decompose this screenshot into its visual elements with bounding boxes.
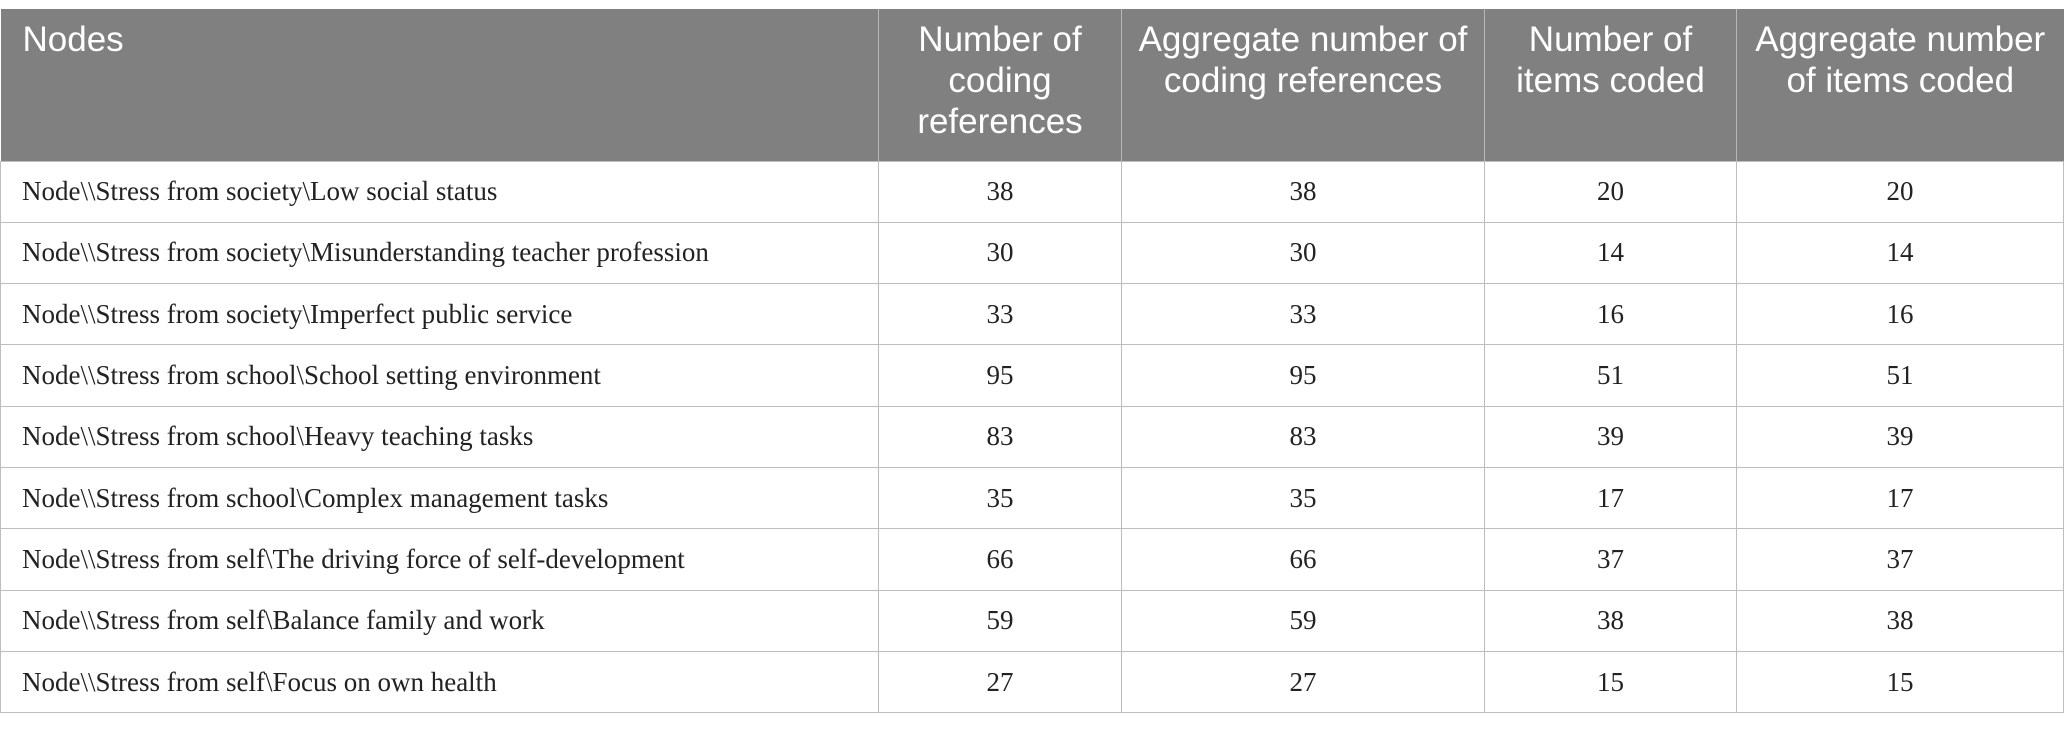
cell-items-coded: 17 — [1484, 466, 1737, 530]
cell-aggregate-coding-references: 33 — [1121, 283, 1485, 346]
cell-aggregate-coding-references: 59 — [1121, 589, 1485, 652]
table-row: Node\\Stress from self\Focus on own heal… — [0, 650, 2064, 714]
table-body: Node\\Stress from society\Low social sta… — [0, 160, 2064, 714]
cell-node: Node\\Stress from school\School setting … — [0, 344, 879, 407]
cell-coding-references: 59 — [878, 589, 1122, 652]
cell-aggregate-items-coded: 14 — [1736, 221, 2064, 285]
cell-items-coded: 15 — [1484, 650, 1737, 714]
cell-coding-references: 30 — [878, 221, 1122, 285]
data-table-container: Nodes Number of coding references Aggreg… — [0, 9, 2066, 714]
cell-aggregate-coding-references: 95 — [1121, 344, 1485, 407]
cell-aggregate-coding-references: 30 — [1121, 221, 1485, 285]
cell-coding-references: 38 — [878, 160, 1122, 223]
cell-coding-references: 33 — [878, 283, 1122, 346]
cell-coding-references: 83 — [878, 405, 1122, 468]
table-row: Node\\Stress from school\School setting … — [0, 344, 2064, 407]
header-row: Nodes Number of coding references Aggreg… — [0, 9, 2064, 161]
cell-node: Node\\Stress from school\Heavy teaching … — [0, 405, 879, 468]
cell-aggregate-items-coded: 16 — [1736, 283, 2064, 346]
cell-aggregate-items-coded: 37 — [1736, 528, 2064, 591]
cell-aggregate-items-coded: 39 — [1736, 405, 2064, 468]
table-row: Node\\Stress from society\Imperfect publ… — [0, 283, 2064, 346]
cell-items-coded: 39 — [1484, 405, 1737, 468]
cell-node: Node\\Stress from self\Focus on own heal… — [0, 650, 879, 714]
cell-aggregate-items-coded: 15 — [1736, 650, 2064, 714]
cell-coding-references: 95 — [878, 344, 1122, 407]
cell-aggregate-coding-references: 35 — [1121, 466, 1485, 530]
cell-items-coded: 51 — [1484, 344, 1737, 407]
cell-node: Node\\Stress from society\Low social sta… — [0, 160, 879, 223]
cell-coding-references: 66 — [878, 528, 1122, 591]
cell-items-coded: 14 — [1484, 221, 1737, 285]
cell-aggregate-items-coded: 20 — [1736, 160, 2064, 223]
header-number-of-coding-references: Number of coding references — [878, 9, 1122, 161]
cell-node: Node\\Stress from society\Misunderstandi… — [0, 221, 879, 285]
table-header: Nodes Number of coding references Aggreg… — [0, 9, 2064, 161]
header-nodes: Nodes — [0, 9, 879, 161]
cell-items-coded: 16 — [1484, 283, 1737, 346]
cell-node: Node\\Stress from society\Imperfect publ… — [0, 283, 879, 346]
table-row: Node\\Stress from society\Low social sta… — [0, 160, 2064, 223]
cell-aggregate-items-coded: 51 — [1736, 344, 2064, 407]
cell-node: Node\\Stress from school\Complex managem… — [0, 466, 879, 530]
cell-node: Node\\Stress from self\The driving force… — [0, 528, 879, 591]
cell-aggregate-items-coded: 38 — [1736, 589, 2064, 652]
cell-coding-references: 27 — [878, 650, 1122, 714]
header-aggregate-number-of-coding-references: Aggregate number of coding references — [1121, 9, 1485, 161]
table-row: Node\\Stress from school\Complex managem… — [0, 466, 2064, 530]
coding-references-table: Nodes Number of coding references Aggreg… — [0, 9, 2064, 714]
cell-aggregate-coding-references: 83 — [1121, 405, 1485, 468]
table-row: Node\\Stress from self\The driving force… — [0, 528, 2064, 591]
cell-node: Node\\Stress from self\Balance family an… — [0, 589, 879, 652]
cell-aggregate-coding-references: 38 — [1121, 160, 1485, 223]
header-aggregate-number-of-items-coded: Aggregate number of items coded — [1736, 9, 2064, 161]
cell-coding-references: 35 — [878, 466, 1122, 530]
cell-aggregate-coding-references: 27 — [1121, 650, 1485, 714]
cell-items-coded: 20 — [1484, 160, 1737, 223]
cell-items-coded: 38 — [1484, 589, 1737, 652]
cell-aggregate-coding-references: 66 — [1121, 528, 1485, 591]
table-row: Node\\Stress from school\Heavy teaching … — [0, 405, 2064, 468]
cell-aggregate-items-coded: 17 — [1736, 466, 2064, 530]
cell-items-coded: 37 — [1484, 528, 1737, 591]
header-number-of-items-coded: Number of items coded — [1484, 9, 1737, 161]
table-row: Node\\Stress from self\Balance family an… — [0, 589, 2064, 652]
table-row: Node\\Stress from society\Misunderstandi… — [0, 221, 2064, 285]
